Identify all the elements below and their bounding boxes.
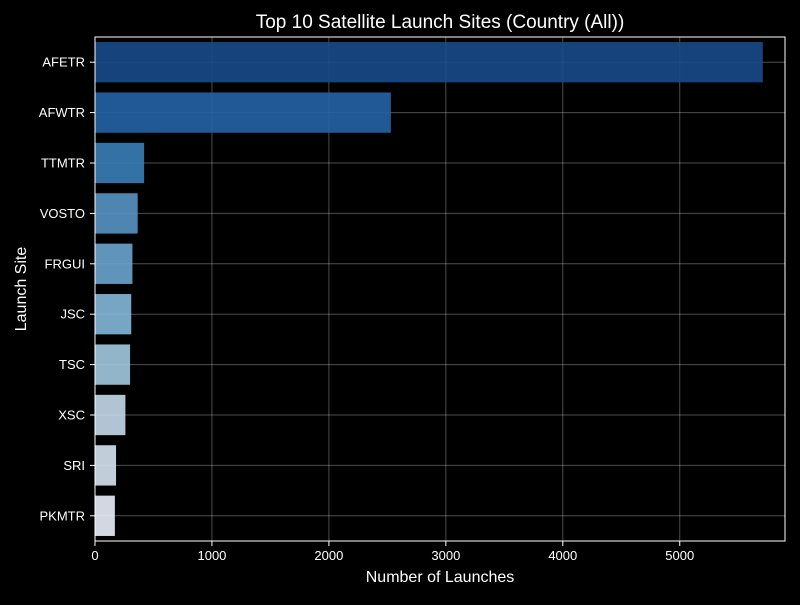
y-tick-label: PKMTR bbox=[40, 508, 86, 523]
x-tick-label: 2000 bbox=[314, 548, 343, 563]
y-tick-label: TSC bbox=[59, 357, 85, 372]
bar-vosto bbox=[95, 193, 138, 234]
bar-pkmtr bbox=[95, 495, 115, 536]
bar-jsc bbox=[95, 294, 132, 335]
chart-title: Top 10 Satellite Launch Sites (Country (… bbox=[256, 12, 625, 33]
bar-tsc bbox=[95, 344, 131, 385]
y-tick-label: AFWTR bbox=[39, 105, 85, 120]
x-axis-label: Number of Launches bbox=[366, 569, 515, 586]
bar-sri bbox=[95, 445, 117, 486]
bar-ttmtr bbox=[95, 142, 145, 184]
y-tick-label: JSC bbox=[60, 307, 85, 322]
bar-afwtr bbox=[95, 92, 391, 133]
x-tick-label: 5000 bbox=[665, 548, 694, 563]
y-tick-label: TTMTR bbox=[41, 156, 85, 171]
plot-frame bbox=[94, 36, 786, 542]
y-tick-label: VOSTO bbox=[40, 206, 85, 221]
bar-afetr bbox=[95, 42, 763, 83]
plot-area: 0 1000 2000 3000 4000 5000 AFETR AFWTR TTMTR VOST… bbox=[39, 36, 786, 563]
y-axis-label: Launch Site bbox=[13, 247, 30, 332]
x-tick-label: 0 bbox=[91, 548, 98, 563]
y-tick-label: FRGUI bbox=[45, 256, 85, 271]
y-tick-label: SRI bbox=[63, 458, 85, 473]
x-tick-label: 1000 bbox=[197, 548, 226, 563]
x-tick-label: 3000 bbox=[431, 548, 460, 563]
y-tick-label: AFETR bbox=[42, 55, 85, 70]
x-tick-label: 4000 bbox=[548, 548, 577, 563]
y-tick-label: XSC bbox=[58, 408, 85, 423]
bar-frgui bbox=[95, 243, 133, 284]
bar-xsc bbox=[95, 394, 126, 436]
